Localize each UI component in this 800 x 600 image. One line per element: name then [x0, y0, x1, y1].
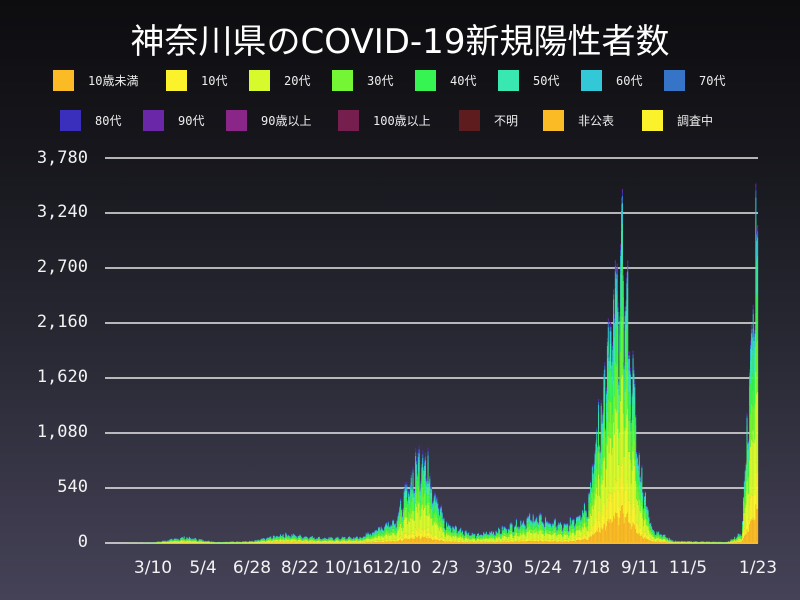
legend-swatch: [53, 69, 74, 91]
legend-label: 50代: [533, 73, 560, 88]
legend-item: 80代: [60, 109, 121, 131]
x-tick-label: 11/5: [668, 558, 708, 578]
legend-label: 10歳未満: [88, 73, 139, 88]
legend-swatch: [459, 109, 480, 131]
y-tick-label: 2,160: [36, 312, 88, 332]
y-tick-label: 0: [77, 532, 88, 552]
x-tick-label: 12/10: [372, 558, 422, 578]
x-tick-label: 6/28: [232, 558, 272, 578]
legend-label: 非公表: [578, 113, 615, 128]
legend-swatch: [642, 109, 663, 131]
y-tick-label: 540: [57, 477, 88, 497]
x-tick-label: 1/23: [738, 558, 778, 578]
legend-item: 調査中: [642, 109, 713, 131]
legend-swatch: [338, 109, 359, 131]
x-tick-label: 5/24: [523, 558, 563, 578]
x-tick-label: 2/3: [431, 558, 459, 578]
legend-label: 30代: [367, 73, 394, 88]
legend-swatch: [143, 109, 164, 131]
legend-label: 調査中: [677, 113, 714, 128]
legend-swatch: [226, 109, 247, 131]
legend-swatch: [166, 69, 187, 91]
legend-label: 100歳以上: [373, 113, 431, 128]
chart-title: 神奈川県のCOVID-19新規陽性者数: [130, 22, 670, 62]
y-tick-label: 2,700: [36, 257, 88, 277]
x-tick-label: 10/16: [324, 558, 374, 578]
y-tick-label: 1,080: [36, 422, 88, 442]
legend-item: 100歳以上: [338, 109, 431, 131]
legend-swatch: [415, 69, 436, 91]
legend-swatch: [664, 69, 685, 91]
legend-row-1: 10歳未満 10代 20代 30代 40代 50代 60代 70代: [0, 69, 800, 91]
legend-label: 10代: [201, 73, 228, 88]
legend-label: 20代: [284, 73, 311, 88]
legend-label: 90代: [178, 113, 205, 128]
x-tick-label: 7/18: [571, 558, 611, 578]
legend-item: 非公表: [543, 109, 614, 131]
legend-item: 30代: [332, 69, 393, 91]
legend-item: 40代: [415, 69, 476, 91]
legend-item: 10歳未満: [53, 69, 138, 91]
legend-label: 不明: [494, 113, 519, 128]
legend-label: 70代: [699, 73, 726, 88]
legend-item: 不明: [459, 109, 518, 131]
y-tick-label: 3,240: [36, 202, 88, 222]
legend-item: 90代: [143, 109, 204, 131]
legend-label: 90歳以上: [261, 113, 312, 128]
x-tick-label: 3/30: [474, 558, 514, 578]
legend-item: 70代: [664, 69, 725, 91]
legend-swatch: [498, 69, 519, 91]
x-tick-label: 9/11: [620, 558, 660, 578]
legend-label: 40代: [450, 73, 477, 88]
x-tick-label: 3/10: [133, 558, 173, 578]
x-tick-label: 8/22: [280, 558, 320, 578]
legend-item: 20代: [249, 69, 310, 91]
legend-label: 80代: [95, 113, 122, 128]
y-tick-label: 1,620: [36, 367, 88, 387]
legend-item: 10代: [166, 69, 227, 91]
legend-swatch: [60, 109, 81, 131]
legend-swatch: [249, 69, 270, 91]
legend-item: 50代: [498, 69, 559, 91]
legend-item: 90歳以上: [226, 109, 311, 131]
legend-swatch: [543, 109, 564, 131]
legend-label: 60代: [616, 73, 643, 88]
x-tick-label: 5/4: [189, 558, 217, 578]
y-tick-label: 3,780: [36, 148, 88, 168]
legend-swatch: [581, 69, 602, 91]
legend-row-2: 80代 90代 90歳以上 100歳以上 不明 非公表 調査中: [0, 109, 800, 131]
stacked-bars: [124, 183, 759, 543]
legend-swatch: [332, 69, 353, 91]
legend-item: 60代: [581, 69, 642, 91]
